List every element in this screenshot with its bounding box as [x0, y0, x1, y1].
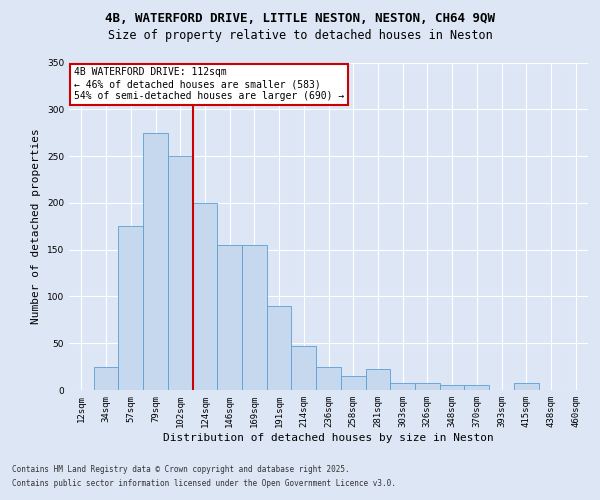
Bar	[316, 366, 341, 390]
Text: Size of property relative to detached houses in Neston: Size of property relative to detached ho…	[107, 29, 493, 42]
X-axis label: Distribution of detached houses by size in Neston: Distribution of detached houses by size …	[163, 432, 494, 442]
Bar	[217, 245, 242, 390]
Text: 4B, WATERFORD DRIVE, LITTLE NESTON, NESTON, CH64 9QW: 4B, WATERFORD DRIVE, LITTLE NESTON, NEST…	[105, 12, 495, 26]
Bar	[464, 386, 489, 390]
Bar	[292, 346, 316, 390]
Text: 4B WATERFORD DRIVE: 112sqm
← 46% of detached houses are smaller (583)
54% of sem: 4B WATERFORD DRIVE: 112sqm ← 46% of deta…	[74, 68, 344, 100]
Bar	[193, 203, 217, 390]
Bar	[341, 376, 365, 390]
Text: Contains public sector information licensed under the Open Government Licence v3: Contains public sector information licen…	[12, 479, 396, 488]
Y-axis label: Number of detached properties: Number of detached properties	[31, 128, 41, 324]
Bar	[242, 245, 267, 390]
Text: Contains HM Land Registry data © Crown copyright and database right 2025.: Contains HM Land Registry data © Crown c…	[12, 466, 350, 474]
Bar	[94, 366, 118, 390]
Bar	[168, 156, 193, 390]
Bar	[415, 382, 440, 390]
Bar	[267, 306, 292, 390]
Bar	[390, 382, 415, 390]
Bar	[143, 132, 168, 390]
Bar	[514, 384, 539, 390]
Bar	[118, 226, 143, 390]
Bar	[440, 386, 464, 390]
Bar	[365, 370, 390, 390]
